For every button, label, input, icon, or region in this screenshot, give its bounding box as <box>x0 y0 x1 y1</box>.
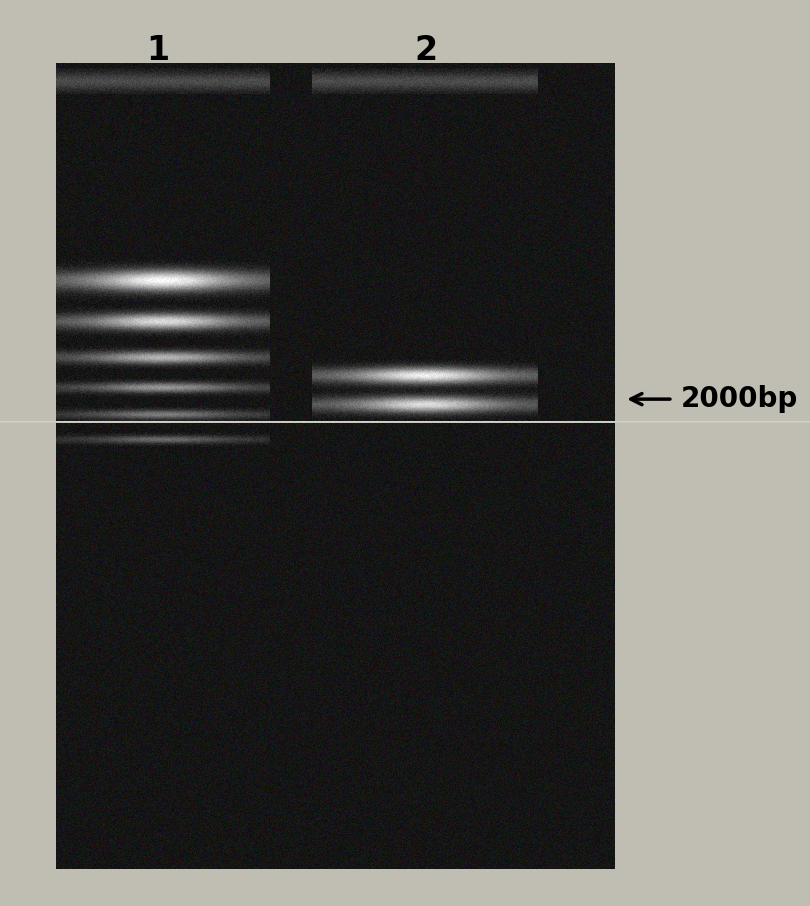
Text: 1: 1 <box>146 34 169 67</box>
Text: 2000bp: 2000bp <box>680 385 798 413</box>
Text: 2: 2 <box>414 34 437 67</box>
